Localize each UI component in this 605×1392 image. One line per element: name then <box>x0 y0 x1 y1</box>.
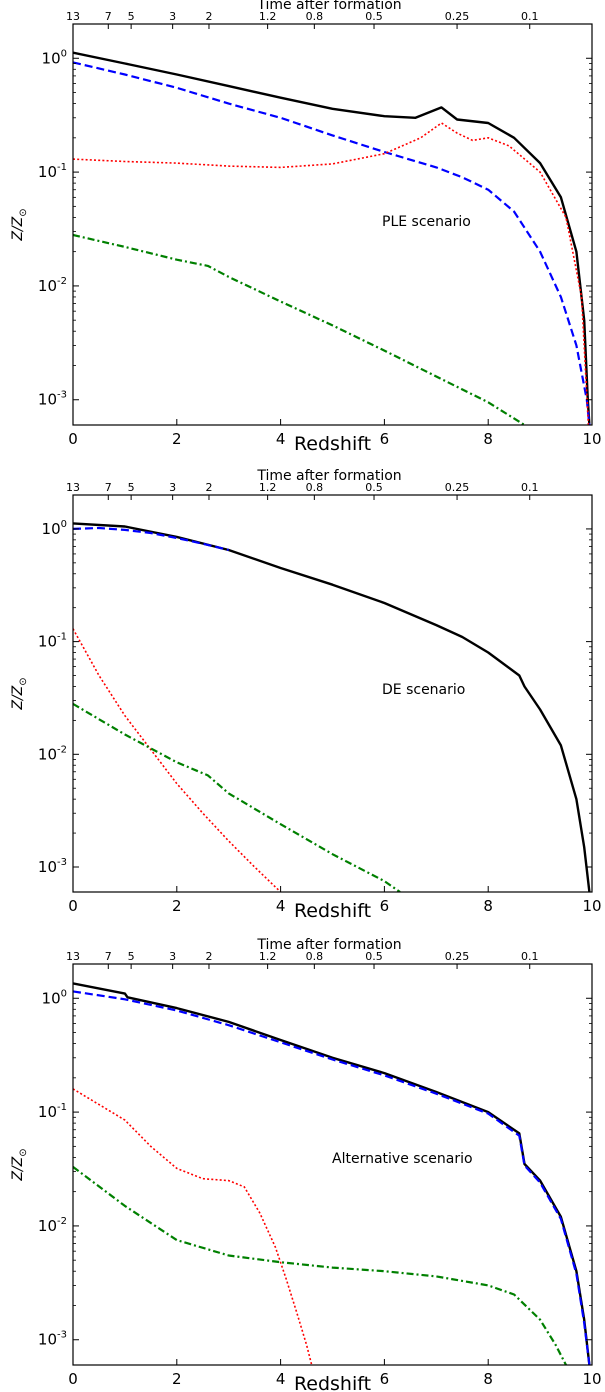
top-tick-label: 7 <box>105 10 112 23</box>
x-axis-label: Redshift <box>294 433 371 455</box>
panel-1: 0 2 4 6 8 10 Redshift 10-3 10-2 10-1 100 Z/Z⊙ 13 7 5 3 2… <box>10 0 602 455</box>
top-tick-label: 1.2 <box>259 950 277 963</box>
y-tick-label: 10-2 <box>38 276 67 295</box>
y-tick-label: 10-3 <box>38 390 67 409</box>
plot-frame <box>72 494 593 893</box>
y-tick-label: 10-3 <box>38 1330 67 1349</box>
series-line-dashed <box>73 61 591 425</box>
x-tick-label: 8 <box>483 1370 493 1388</box>
scenario-label: Alternative scenario <box>332 1151 473 1167</box>
x-tick-label: 2 <box>172 897 182 915</box>
x-tick-label: 10 <box>582 897 601 915</box>
top-axis-title: Time after formation <box>256 937 401 953</box>
y-axis-label: Z/Z⊙ <box>10 1148 29 1181</box>
y-tick-label: 100 <box>42 48 67 67</box>
x-tick-label: 4 <box>276 897 286 915</box>
top-tick-label: 5 <box>128 10 135 23</box>
top-tick-label: 0.8 <box>306 950 324 963</box>
top-axis-title: Time after formation <box>256 0 401 13</box>
scenario-label: DE scenario <box>382 682 465 698</box>
top-tick-label: 0.8 <box>306 10 324 23</box>
series-line-solid <box>73 51 591 425</box>
plot-frame <box>72 23 593 426</box>
series-line-dotted <box>73 628 282 892</box>
x-tick-label: 10 <box>582 1370 601 1388</box>
top-tick-label: 2 <box>205 950 212 963</box>
panel-2: 0 2 4 6 8 10 Redshift 10-3 10-2 10-1 100 Z/Z⊙ 13 7 5 3 2… <box>10 468 602 922</box>
y-tick-label: 10-1 <box>38 1102 67 1121</box>
top-tick-label: 1.2 <box>259 481 277 494</box>
y-tick-label: 10-2 <box>38 744 67 763</box>
top-tick-label: 13 <box>66 481 80 494</box>
y-tick-label: 10-1 <box>38 632 67 651</box>
y-axis-label: Z/Z⊙ <box>10 677 29 710</box>
series-line-dashdot <box>73 702 401 892</box>
top-tick-label: 0.5 <box>365 950 383 963</box>
top-tick-label: 0.8 <box>306 481 324 494</box>
top-tick-label: 0.1 <box>521 10 539 23</box>
x-tick-label: 6 <box>380 1370 390 1388</box>
top-tick-label: 7 <box>105 481 112 494</box>
top-tick-label: 5 <box>128 950 135 963</box>
top-tick-label: 3 <box>169 10 176 23</box>
plot-frame <box>72 963 593 1366</box>
y-tick-label: 100 <box>42 988 67 1007</box>
top-tick-label: 2 <box>205 10 212 23</box>
x-tick-label: 4 <box>276 1370 286 1388</box>
scenario-label: PLE scenario <box>382 214 471 230</box>
y-tick-label: 10-2 <box>38 1216 67 1235</box>
top-tick-label: 0.1 <box>521 950 539 963</box>
series-line-solid <box>73 982 591 1365</box>
x-tick-label: 6 <box>380 897 390 915</box>
x-tick-label: 2 <box>172 1370 182 1388</box>
x-tick-label: 8 <box>483 897 493 915</box>
series-line-solid <box>73 522 591 892</box>
series-group <box>73 51 591 425</box>
panel-3: 0 2 4 6 8 10 Redshift 10-3 10-2 10-1 100 Z/Z⊙ 13 7 5 3 2… <box>10 937 602 1392</box>
top-tick-label: 7 <box>105 950 112 963</box>
top-tick-label: 0.1 <box>521 481 539 494</box>
y-tick-label: 100 <box>42 519 67 538</box>
y-tick-label: 10-3 <box>38 857 67 876</box>
top-tick-label: 0.5 <box>365 481 383 494</box>
top-tick-label: 13 <box>66 950 80 963</box>
x-tick-label: 0 <box>68 1370 78 1388</box>
top-tick-label: 0.25 <box>445 10 470 23</box>
top-tick-label: 2 <box>205 481 212 494</box>
top-tick-label: 0.5 <box>365 10 383 23</box>
top-tick-label: 3 <box>169 481 176 494</box>
series-line-dashed <box>73 990 591 1365</box>
top-tick-label: 0.25 <box>445 950 470 963</box>
y-tick-label: 10-1 <box>38 162 67 181</box>
x-tick-label: 0 <box>68 430 78 448</box>
x-tick-label: 4 <box>276 430 286 448</box>
top-tick-label: 1.2 <box>259 10 277 23</box>
top-tick-label: 5 <box>128 481 135 494</box>
series-line-dashed <box>73 526 229 552</box>
x-tick-label: 0 <box>68 897 78 915</box>
top-tick-label: 0.25 <box>445 481 470 494</box>
series-group <box>73 982 591 1365</box>
series-group <box>73 522 591 892</box>
top-tick-label: 13 <box>66 10 80 23</box>
x-axis-label: Redshift <box>294 1373 371 1392</box>
x-tick-label: 10 <box>582 430 601 448</box>
top-axis-title: Time after formation <box>256 468 401 484</box>
x-axis-label: Redshift <box>294 900 371 922</box>
x-tick-label: 2 <box>172 430 182 448</box>
series-line-dotted <box>73 1088 313 1365</box>
series-line-dotted <box>73 122 590 425</box>
x-tick-label: 6 <box>380 430 390 448</box>
top-tick-label: 3 <box>169 950 176 963</box>
x-tick-label: 8 <box>483 430 493 448</box>
series-line-dashdot <box>73 1166 567 1365</box>
series-line-dashdot <box>73 233 526 425</box>
y-axis-label: Z/Z⊙ <box>10 208 29 241</box>
